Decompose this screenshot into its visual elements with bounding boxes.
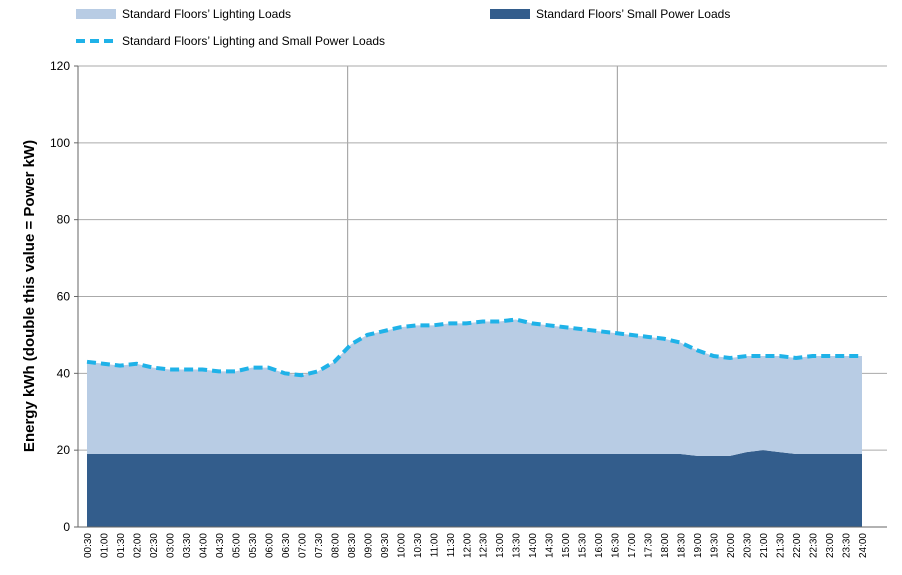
x-tick-label: 05:30 [248, 533, 259, 558]
y-tick-label: 60 [57, 290, 71, 304]
x-tick-label: 15:30 [578, 533, 589, 558]
x-tick-label: 01:30 [116, 533, 127, 558]
y-axis-label: Energy kWh (double this value = Power kW… [21, 140, 38, 452]
x-tick-label: 00:30 [83, 533, 94, 558]
x-tick-label: 20:30 [743, 533, 754, 558]
area [87, 450, 862, 527]
x-tick-label: 24:00 [858, 533, 869, 558]
x-tick-label: 17:00 [627, 533, 638, 558]
x-tick-label: 03:30 [182, 533, 193, 558]
x-tick-label: 08:30 [347, 533, 358, 558]
x-tick-label: 05:00 [231, 533, 242, 558]
x-tick-label: 16:30 [611, 533, 622, 558]
x-tick-label: 02:00 [132, 533, 143, 558]
x-tick-label: 22:30 [809, 533, 820, 558]
x-tick-label: 10:00 [396, 533, 407, 558]
x-tick-label: 01:00 [99, 533, 110, 558]
x-tick-label: 13:30 [512, 533, 523, 558]
x-tick-label: 18:00 [660, 533, 671, 558]
x-tick-label: 06:00 [264, 533, 275, 558]
x-tick-label: 21:00 [759, 533, 770, 558]
x-tick-label: 17:30 [644, 533, 655, 558]
x-tick-label: 02:30 [149, 533, 160, 558]
legend-swatch [490, 9, 530, 19]
y-tick-label: 0 [63, 520, 70, 534]
x-tick-label: 22:00 [792, 533, 803, 558]
x-tick-label: 12:00 [462, 533, 473, 558]
area [87, 319, 862, 456]
x-tick-label: 04:00 [198, 533, 209, 558]
legend-label: Standard Floors’ Lighting Loads [122, 7, 291, 21]
legend-label: Standard Floors’ Small Power Loads [536, 7, 730, 21]
x-tick-label: 03:00 [165, 533, 176, 558]
x-tick-label: 09:00 [363, 533, 374, 558]
x-tick-label: 15:00 [561, 533, 572, 558]
y-tick-label: 120 [50, 59, 70, 73]
y-tick-label: 100 [50, 136, 70, 150]
x-tick-label: 19:00 [693, 533, 704, 558]
y-tick-label: 80 [57, 213, 71, 227]
x-tick-label: 07:30 [314, 533, 325, 558]
x-tick-label: 23:00 [825, 533, 836, 558]
x-tick-label: 13:00 [495, 533, 506, 558]
x-tick-label: 18:30 [677, 533, 688, 558]
x-tick-label: 23:30 [842, 533, 853, 558]
legend-label: Standard Floors’ Lighting and Small Powe… [122, 34, 385, 48]
x-tick-label: 21:30 [776, 533, 787, 558]
x-tick-label: 06:30 [281, 533, 292, 558]
legend-swatch [76, 9, 116, 19]
x-tick-label: 16:00 [594, 533, 605, 558]
x-tick-label: 11:00 [429, 533, 440, 558]
y-tick-label: 40 [57, 366, 71, 380]
x-tick-label: 07:00 [297, 533, 308, 558]
x-tick-label: 04:30 [215, 533, 226, 558]
x-tick-label: 19:30 [710, 533, 721, 558]
x-tick-label: 14:00 [528, 533, 539, 558]
x-tick-label: 10:30 [413, 533, 424, 558]
x-tick-label: 08:00 [330, 533, 341, 558]
x-tick-label: 14:30 [545, 533, 556, 558]
y-tick-label: 20 [57, 443, 71, 457]
x-tick-label: 09:30 [380, 533, 391, 558]
x-tick-label: 11:30 [446, 533, 457, 558]
x-tick-label: 20:00 [726, 533, 737, 558]
line [86, 317, 862, 378]
x-tick-label: 12:30 [479, 533, 490, 558]
